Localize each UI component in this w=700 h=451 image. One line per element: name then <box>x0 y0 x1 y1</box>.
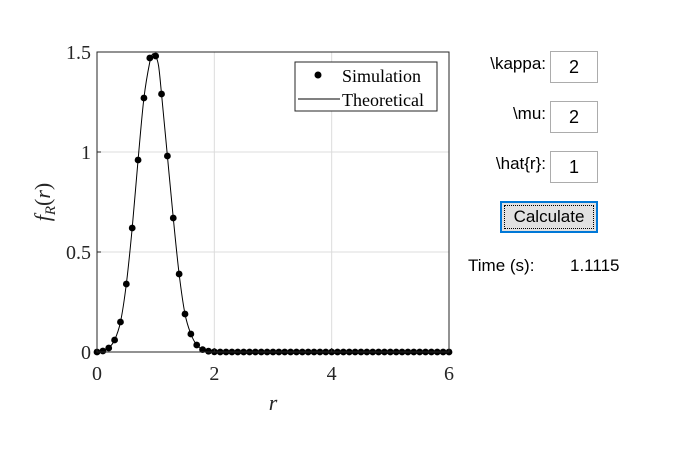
time-value: 1.1115 <box>570 256 620 275</box>
x-axis-label: r <box>269 390 278 415</box>
x-tick-label: 0 <box>92 363 102 385</box>
legend-marker-simulation <box>314 71 322 79</box>
y-tick-label: 1 <box>81 142 91 164</box>
y-tick-label: 1.5 <box>66 42 91 64</box>
simulation-point <box>199 346 207 353</box>
simulation-point <box>193 341 201 349</box>
simulation-point <box>169 214 177 222</box>
y-tick-label: 0 <box>81 342 91 364</box>
simulation-point <box>158 90 165 98</box>
kappa-input[interactable] <box>550 51 598 83</box>
rhat-label: \hat{r}: <box>495 154 546 173</box>
simulation-point <box>134 156 142 164</box>
x-tick-label: 2 <box>209 363 219 385</box>
time-label: Time (s): <box>468 256 535 275</box>
simulation-point <box>105 344 113 352</box>
legend-label-theoretical: Theoretical <box>342 90 424 110</box>
mu-input[interactable] <box>550 101 598 133</box>
plot-area-frame <box>96 51 450 353</box>
y-axis-label: fR(r) <box>30 183 59 222</box>
simulation-point <box>187 330 195 338</box>
simulation-point <box>205 347 212 355</box>
simulation-point <box>175 270 183 278</box>
simulation-point <box>122 280 130 288</box>
legend-label-simulation: Simulation <box>342 66 421 86</box>
kappa-label: \kappa: <box>490 54 546 73</box>
x-tick-label: 4 <box>327 363 337 385</box>
x-tick-label: 6 <box>444 363 454 385</box>
simulation-point <box>181 310 189 318</box>
simulation-point <box>164 152 171 160</box>
simulation-point <box>146 54 154 62</box>
calculate-button[interactable]: Calculate <box>500 201 598 233</box>
rhat-input[interactable] <box>550 151 598 183</box>
ticks: 0 2 4 6 0 0.5 1 1.5 <box>66 42 454 385</box>
simulation-point <box>128 224 136 232</box>
simulation-point <box>117 318 124 326</box>
legend: Simulation Theoretical <box>294 61 438 112</box>
legend-box <box>294 61 438 112</box>
simulation-point <box>152 52 160 60</box>
mu-label: \mu: <box>512 104 546 123</box>
simulation-point <box>111 336 118 344</box>
y-tick-label: 0.5 <box>66 242 91 264</box>
simulation-point <box>140 94 148 102</box>
simulation-point <box>99 347 107 355</box>
series-marker-layer <box>93 52 453 356</box>
